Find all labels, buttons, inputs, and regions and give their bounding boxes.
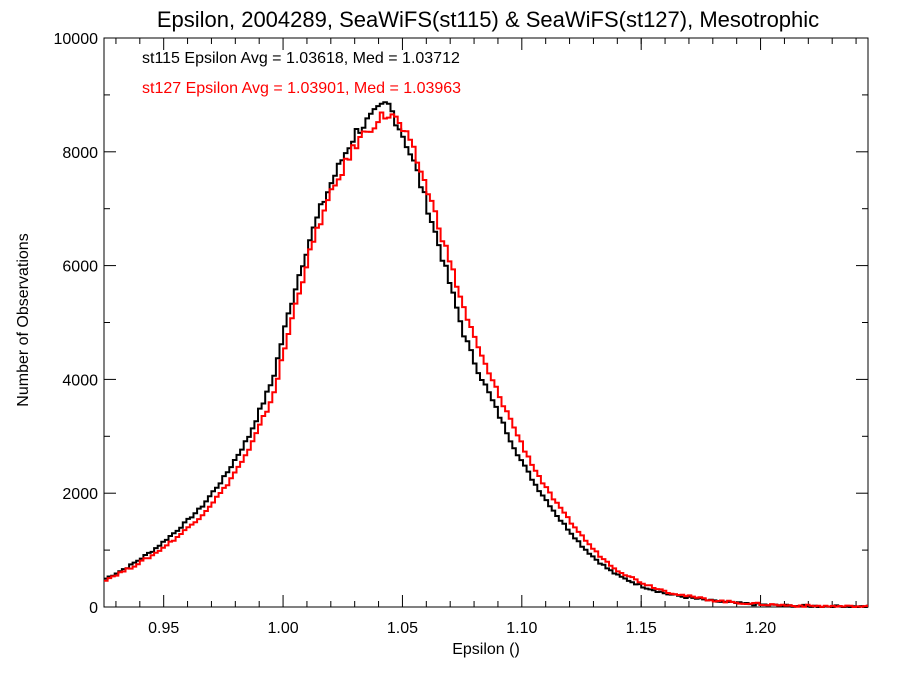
stats-annotation-1: st115 Epsilon Avg = 1.03618, Med = 1.037… bbox=[142, 50, 460, 67]
x-tick-label: 1.00 bbox=[267, 620, 298, 637]
plot-area-border bbox=[103, 37, 869, 608]
annotations: st115 Epsilon Avg = 1.03618, Med = 1.037… bbox=[142, 50, 461, 97]
stats-annotation-2: st127 Epsilon Avg = 1.03901, Med = 1.039… bbox=[142, 80, 461, 97]
x-tick-label: 1.10 bbox=[506, 620, 537, 637]
y-axis-ticks: 0 2000 4000 6000 8000 10000 bbox=[54, 31, 868, 617]
series-line-2 bbox=[104, 111, 868, 608]
y-tick-label: 10000 bbox=[54, 31, 99, 48]
x-axis-label: Epsilon () bbox=[452, 641, 520, 658]
x-tick-label: 0.95 bbox=[148, 620, 179, 637]
chart-title: Epsilon, 2004289, SeaWiFS(st115) & SeaWi… bbox=[157, 7, 819, 32]
series-layer bbox=[104, 101, 868, 608]
series-line-1 bbox=[104, 101, 868, 608]
y-tick-label: 8000 bbox=[62, 145, 98, 162]
y-tick-label: 2000 bbox=[62, 486, 98, 503]
y-tick-label: 0 bbox=[89, 600, 98, 617]
y-tick-label: 6000 bbox=[62, 259, 98, 276]
x-tick-label: 1.05 bbox=[387, 620, 418, 637]
x-axis-ticks: 0.95 1.00 1.05 1.10 1.15 1.20 bbox=[115, 38, 857, 637]
y-tick-label: 4000 bbox=[62, 372, 98, 389]
y-axis-label: Number of Observations bbox=[15, 233, 32, 406]
x-tick-label: 1.20 bbox=[745, 620, 776, 637]
x-tick-label: 1.15 bbox=[626, 620, 657, 637]
plot-frame bbox=[103, 37, 869, 608]
